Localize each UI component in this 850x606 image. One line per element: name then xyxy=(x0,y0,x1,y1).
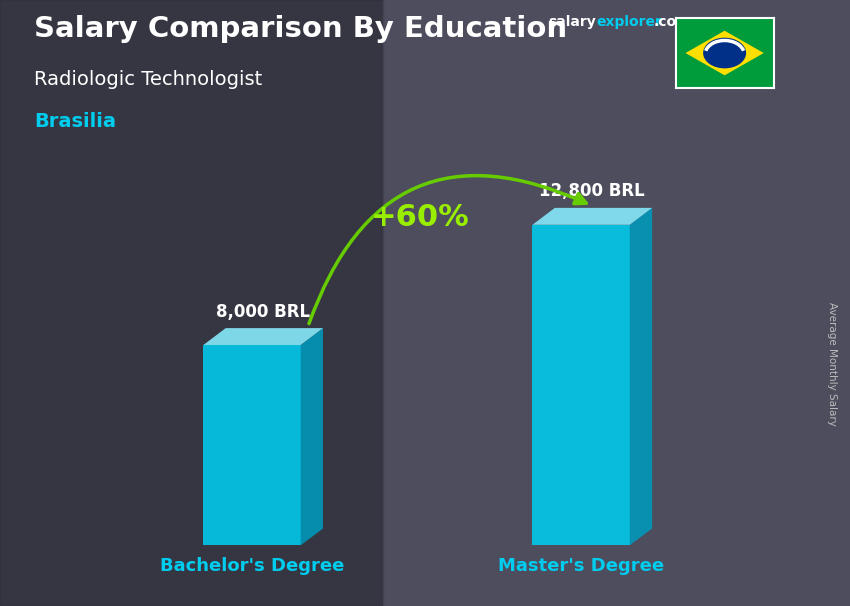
Polygon shape xyxy=(203,345,301,545)
Circle shape xyxy=(703,38,746,68)
Polygon shape xyxy=(301,328,323,545)
Text: 8,000 BRL: 8,000 BRL xyxy=(216,302,310,321)
Polygon shape xyxy=(532,208,652,225)
Text: Average Monthly Salary: Average Monthly Salary xyxy=(827,302,837,425)
Text: .com: .com xyxy=(654,15,691,29)
Polygon shape xyxy=(532,225,630,545)
Text: Salary Comparison By Education: Salary Comparison By Education xyxy=(34,15,567,43)
Polygon shape xyxy=(203,328,323,345)
Text: +60%: +60% xyxy=(371,203,469,231)
Text: salary: salary xyxy=(548,15,596,29)
Text: 12,800 BRL: 12,800 BRL xyxy=(540,182,645,201)
Text: explorer: explorer xyxy=(597,15,663,29)
Text: Brasilia: Brasilia xyxy=(34,112,116,131)
Polygon shape xyxy=(630,208,652,545)
Polygon shape xyxy=(685,31,763,75)
Text: Radiologic Technologist: Radiologic Technologist xyxy=(34,70,263,88)
